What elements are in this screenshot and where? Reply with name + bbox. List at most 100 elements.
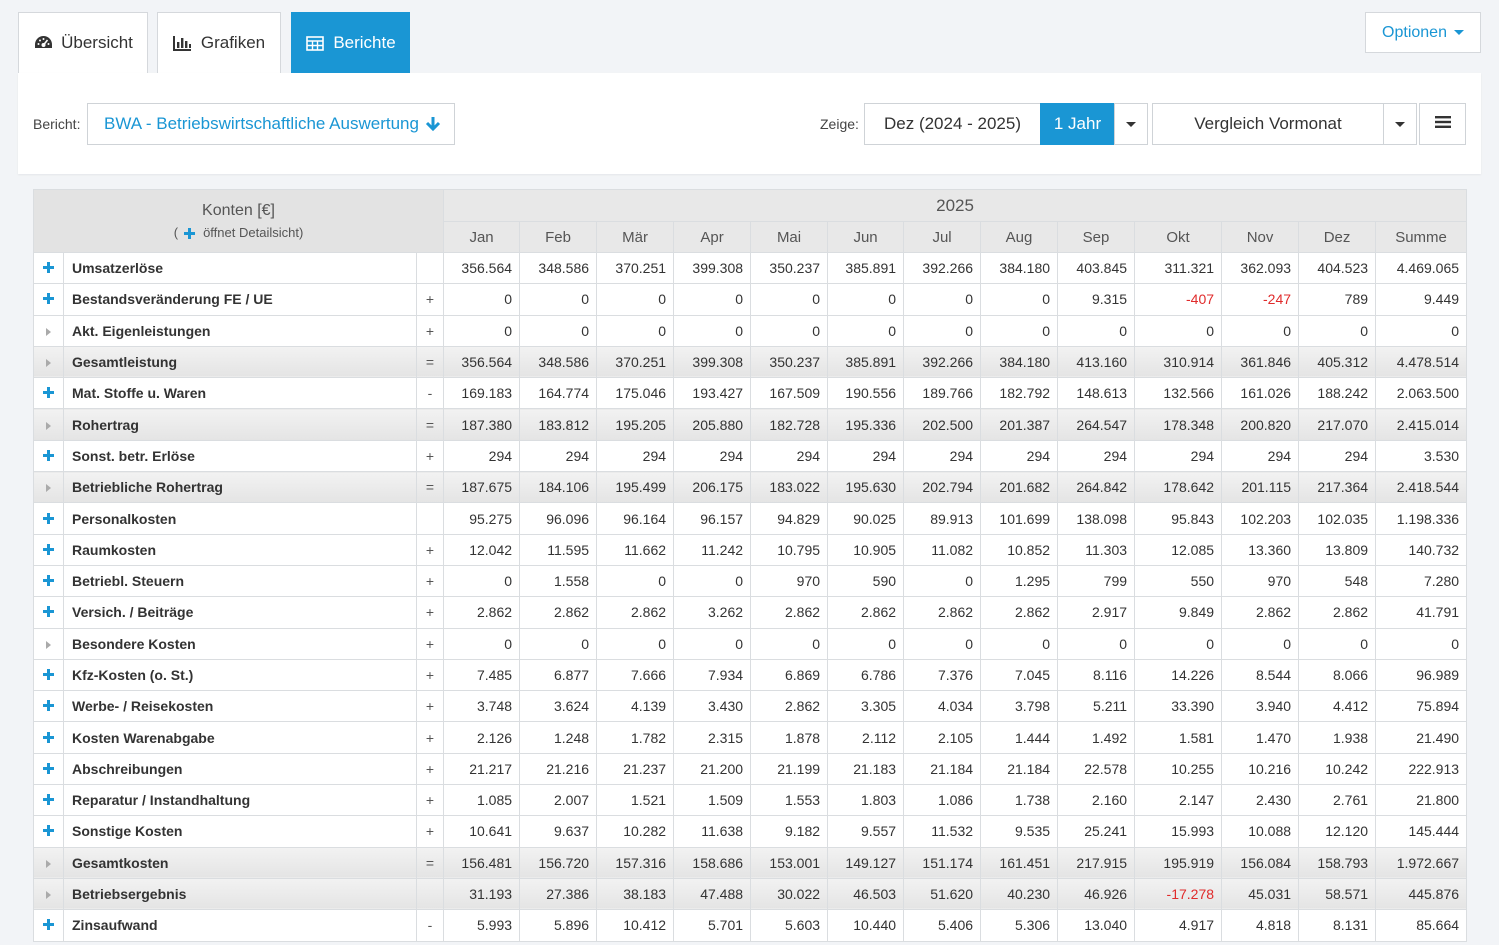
value-cell: 11.638 <box>673 815 752 848</box>
expand-row-button[interactable] <box>33 596 64 629</box>
value-cell: 89.913 <box>903 502 982 535</box>
value-cell: 6.877 <box>519 658 598 692</box>
value-cell: 0 <box>827 283 905 316</box>
collapse-row-toggle[interactable] <box>33 345 64 379</box>
konten-hint: (öffnet Detailsicht) <box>41 222 436 244</box>
value-cell: 183.022 <box>750 471 829 504</box>
expand-row-button[interactable] <box>33 377 64 410</box>
value-cell: 392.266 <box>903 345 982 379</box>
value-cell: 167.509 <box>750 377 829 410</box>
value-cell: 0 <box>980 627 1059 660</box>
comparison-dropdown-toggle[interactable] <box>1383 103 1417 145</box>
expand-row-button[interactable] <box>33 690 64 723</box>
value-cell: 3.624 <box>519 690 598 723</box>
collapse-row-toggle[interactable] <box>33 846 64 879</box>
account-name: Betriebl. Steuern <box>63 564 417 598</box>
value-cell: 45.031 <box>1221 877 1300 911</box>
collapse-row-toggle[interactable] <box>33 314 64 347</box>
collapse-row-toggle[interactable] <box>33 877 64 911</box>
account-name: Werbe- / Reisekosten <box>63 690 417 723</box>
account-name: Sonst. betr. Erlöse <box>63 439 417 473</box>
value-cell: 182.728 <box>750 408 829 441</box>
value-cell: 9.849 <box>1134 596 1223 629</box>
value-cell: 2.862 <box>827 596 905 629</box>
expand-row-button[interactable] <box>33 439 64 473</box>
value-cell: 0 <box>1375 627 1468 660</box>
value-cell: 10.412 <box>596 909 675 942</box>
collapse-row-toggle[interactable] <box>33 471 64 504</box>
value-cell: 294 <box>443 439 521 473</box>
value-cell: 21.800 <box>1375 784 1468 817</box>
value-cell: 193.427 <box>673 377 752 410</box>
collapse-row-toggle[interactable] <box>33 408 64 441</box>
value-cell: 3.262 <box>673 596 752 629</box>
tab-grafiken[interactable]: Grafiken <box>157 12 281 74</box>
range-dropdown-toggle[interactable] <box>1114 103 1148 145</box>
hamburger-icon <box>1434 114 1451 134</box>
expand-row-button[interactable] <box>33 564 64 598</box>
value-cell: 148.613 <box>1057 377 1136 410</box>
value-cell: 205.880 <box>673 408 752 441</box>
value-cell: 5.896 <box>519 909 598 942</box>
value-cell: 0 <box>827 627 905 660</box>
report-select[interactable]: BWA - Betriebswirtschaftliche Auswertung <box>87 103 455 145</box>
value-cell: 200.820 <box>1221 408 1300 441</box>
value-cell: 0 <box>673 283 752 316</box>
value-cell: 405.312 <box>1298 345 1377 379</box>
value-cell: 4.469.065 <box>1375 251 1468 285</box>
value-cell: 1.509 <box>673 784 752 817</box>
plus-icon <box>43 606 54 618</box>
value-cell: 12.042 <box>443 533 521 566</box>
expand-row-button[interactable] <box>33 784 64 817</box>
table-row: Werbe- / Reisekosten +3.748 3.624 4.139 3.43… <box>33 690 1468 723</box>
value-cell: 145.444 <box>1375 815 1468 848</box>
expand-row-button[interactable] <box>33 752 64 786</box>
operator-cell <box>415 251 445 285</box>
value-cell: 7.934 <box>673 658 752 692</box>
value-cell: 102.035 <box>1298 502 1377 535</box>
operator-cell: + <box>415 314 445 347</box>
value-cell: 11.082 <box>903 533 982 566</box>
tab-uebersicht[interactable]: Übersicht <box>18 12 148 74</box>
operator-cell: + <box>415 815 445 848</box>
value-cell: 30.022 <box>750 877 829 911</box>
value-cell: 0 <box>443 627 521 660</box>
value-cell: 789 <box>1298 283 1377 316</box>
value-cell: 361.846 <box>1221 345 1300 379</box>
value-cell: 2.126 <box>443 721 521 754</box>
value-cell: 7.485 <box>443 658 521 692</box>
value-cell: 799 <box>1057 564 1136 598</box>
value-cell: 1.470 <box>1221 721 1300 754</box>
menu-button[interactable] <box>1419 103 1466 145</box>
value-cell: 0 <box>750 314 829 347</box>
value-cell: 161.451 <box>980 846 1059 879</box>
value-cell: 161.026 <box>1221 377 1300 410</box>
value-cell: 11.303 <box>1057 533 1136 566</box>
tab-berichte[interactable]: Berichte <box>291 12 410 74</box>
value-cell: 1.086 <box>903 784 982 817</box>
value-cell: 0 <box>673 564 752 598</box>
expand-row-button[interactable] <box>33 815 64 848</box>
table-row: Betriebsergebnis 31.193 27.386 38.183 47.488… <box>33 877 1468 911</box>
value-cell: 2.917 <box>1057 596 1136 629</box>
expand-row-button[interactable] <box>33 283 64 316</box>
range-button[interactable]: 1 Jahr <box>1040 103 1115 145</box>
account-name: Rohertrag <box>63 408 417 441</box>
expand-row-button[interactable] <box>33 721 64 754</box>
report-label: Bericht: <box>33 116 81 132</box>
expand-row-button[interactable] <box>33 658 64 692</box>
plus-icon <box>43 512 54 524</box>
options-dropdown-button[interactable]: Optionen <box>1365 12 1481 53</box>
value-cell: 7.376 <box>903 658 982 692</box>
expand-row-button[interactable] <box>33 909 64 942</box>
expand-row-button[interactable] <box>33 251 64 285</box>
collapse-row-toggle[interactable] <box>33 627 64 660</box>
value-cell: 0 <box>903 627 982 660</box>
comparison-select[interactable]: Vergleich Vormonat <box>1152 103 1384 145</box>
account-name: Reparatur / Instandhaltung <box>63 784 417 817</box>
expand-row-button[interactable] <box>33 502 64 535</box>
period-select[interactable]: Dez (2024 - 2025) <box>864 103 1041 145</box>
value-cell: 2.007 <box>519 784 598 817</box>
value-cell: 4.478.514 <box>1375 345 1468 379</box>
expand-row-button[interactable] <box>33 533 64 566</box>
